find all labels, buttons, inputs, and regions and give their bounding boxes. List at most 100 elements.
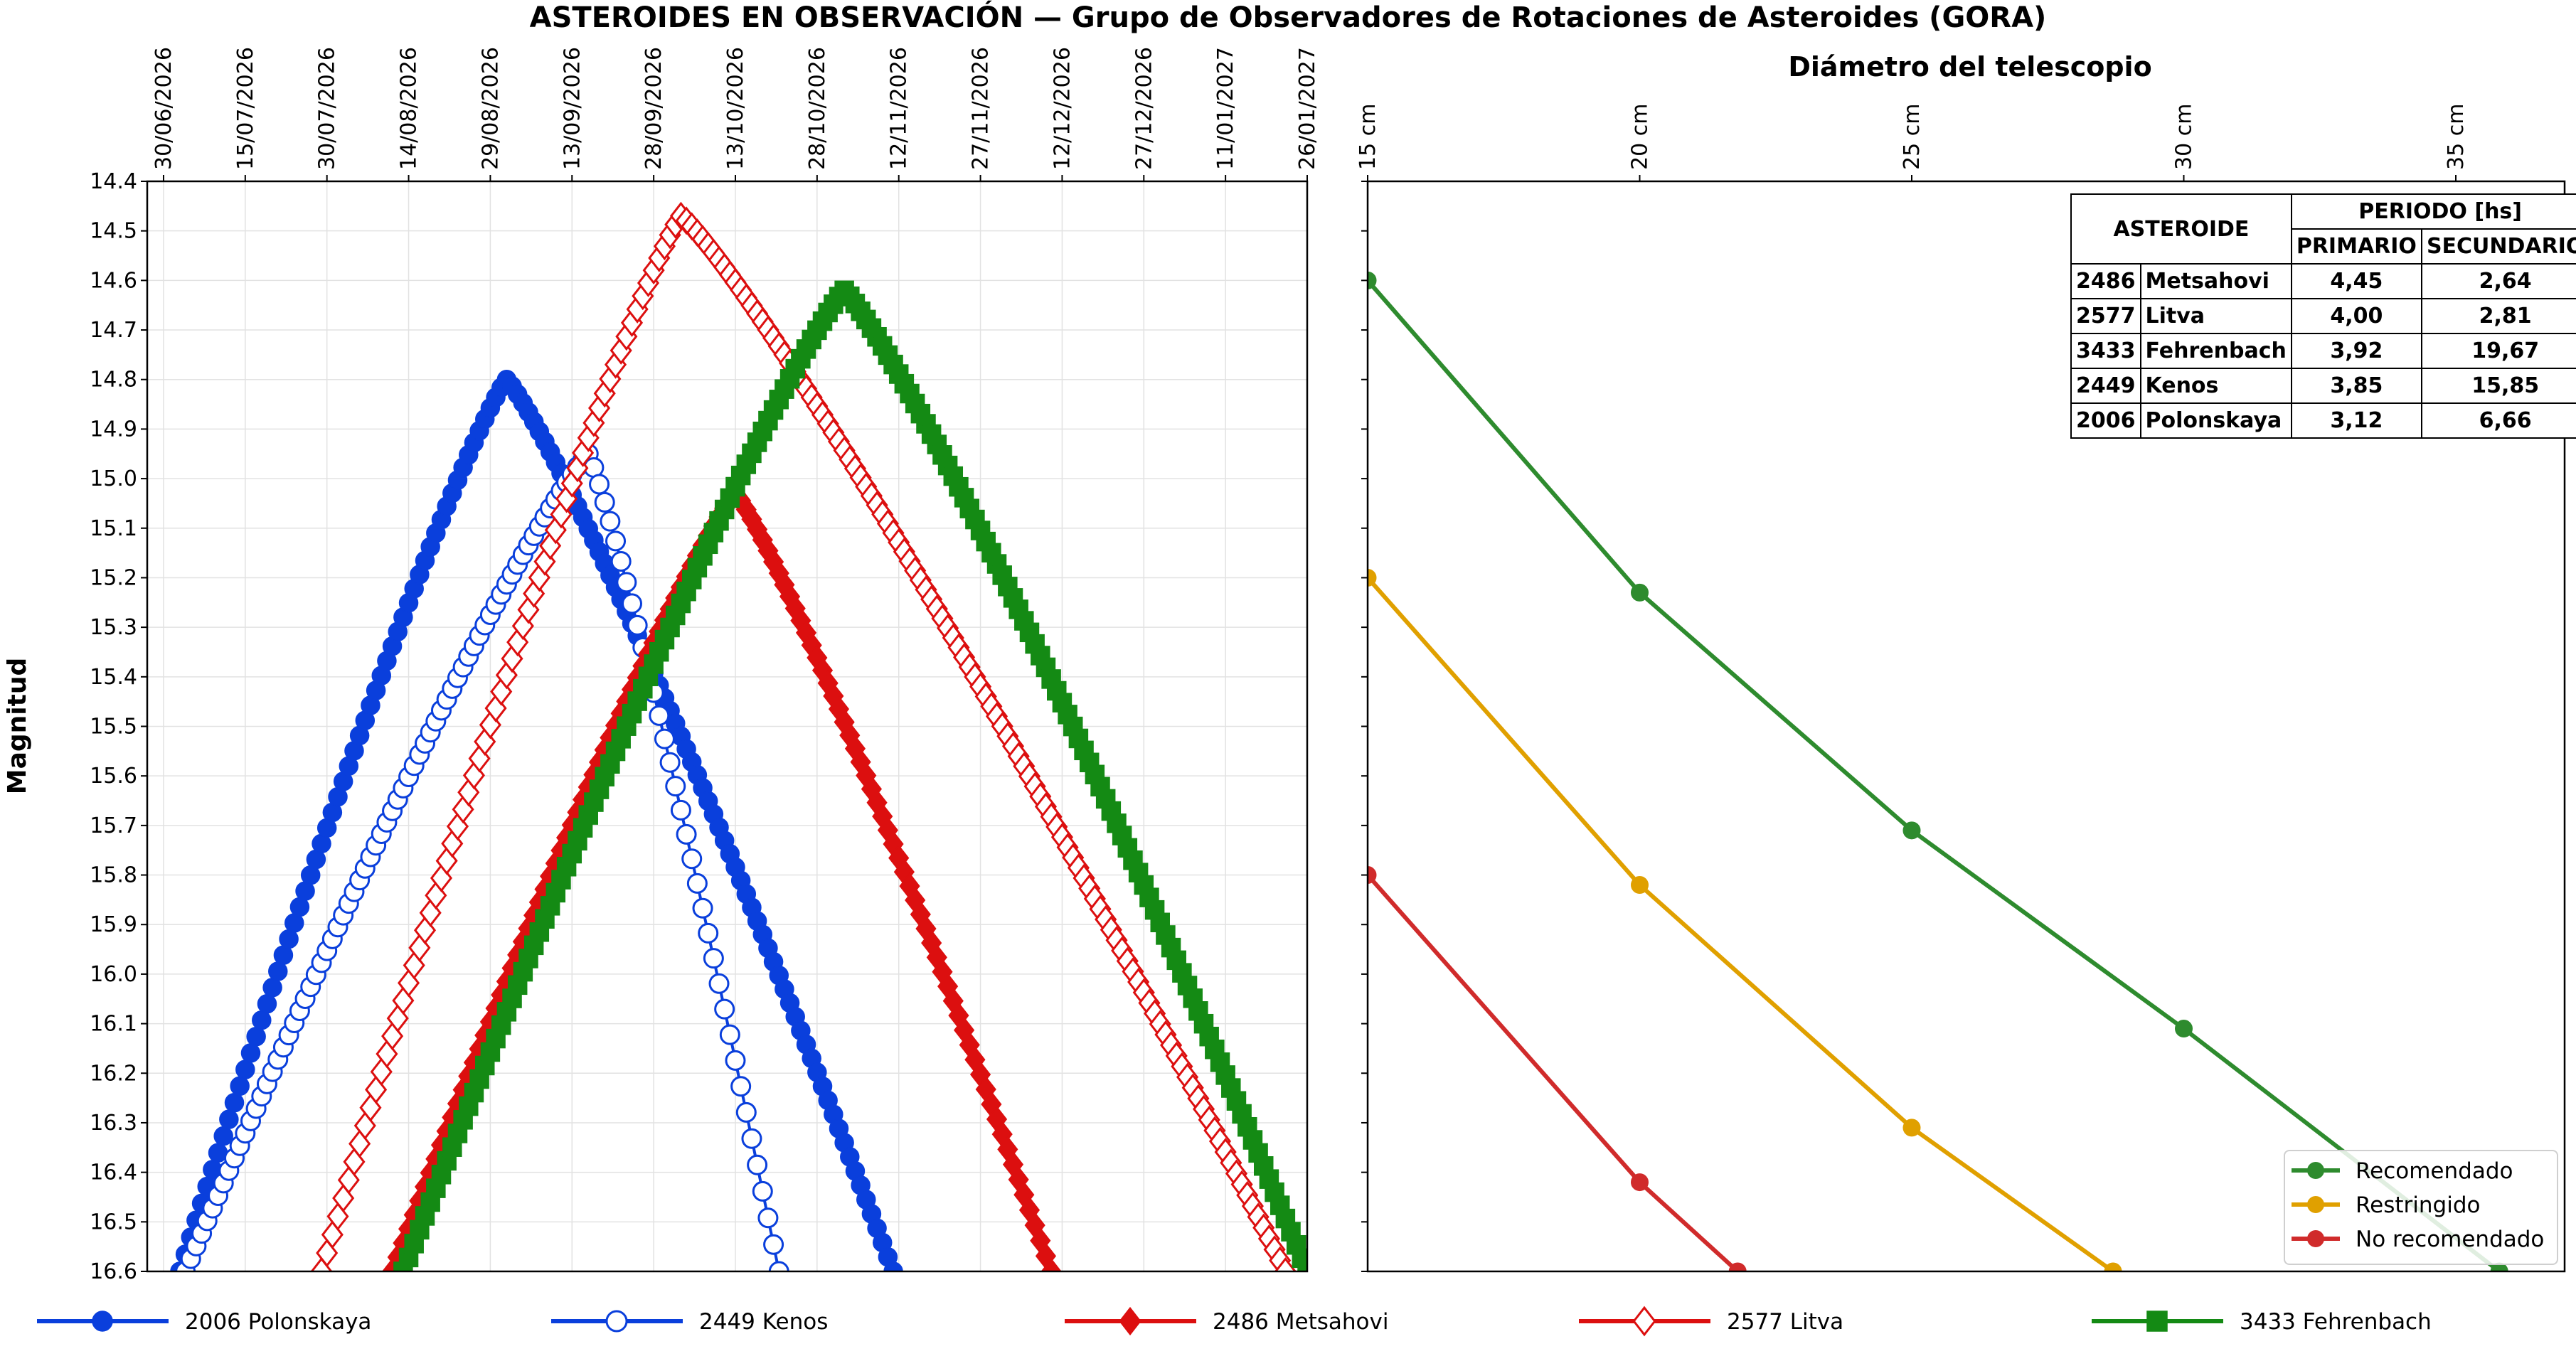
data-point (397, 968, 420, 998)
y-tick-label: 14.4 (90, 169, 137, 194)
left-series (170, 201, 1307, 1271)
x-tick-label: 11/01/2027 (1213, 47, 1238, 170)
data-point (408, 933, 431, 962)
y-tick-label: 16.5 (90, 1210, 137, 1234)
data-point (381, 1022, 404, 1051)
data-point (605, 530, 627, 552)
period-secondary: 2,81 (2420, 298, 2576, 334)
header-primary: PRIMARIO (2290, 228, 2422, 265)
asteroid-name: Polonskaya (2139, 402, 2292, 439)
legend-label: 3433 Fehrenbach (2240, 1309, 2432, 1335)
data-point (681, 848, 703, 870)
data-point (1631, 875, 1649, 894)
y-axis-label: Magnitud (3, 658, 32, 794)
table-row: 2449 Kenos 3,85 15,85 (2070, 368, 2576, 404)
data-point (763, 1234, 784, 1255)
asteroid-id: 2449 (2070, 368, 2141, 404)
x-tick-label: 25 cm (1900, 104, 1925, 170)
data-point (627, 614, 648, 636)
y-tick-label: 15.2 (90, 565, 137, 590)
series-line (1368, 576, 2114, 1271)
y-tick-label: 15.7 (90, 813, 137, 838)
series-restringido (1368, 568, 2122, 1271)
right-axes: 15 cm 20 cm 25 cm 30 cm 35 cm (1356, 104, 2469, 1272)
data-point (763, 400, 784, 420)
data-point (1368, 568, 1377, 587)
data-point (219, 1109, 239, 1129)
data-point (365, 1075, 388, 1104)
data-point (332, 1184, 355, 1213)
table-row: 2486 Metsahovi 4,45 2,64 (2070, 263, 2576, 299)
data-point (2104, 1262, 2122, 1271)
data-point (337, 1165, 360, 1195)
period-secondary: 6,66 (2420, 402, 2576, 439)
x-tick-label: 28/09/2026 (642, 47, 666, 170)
chart-title: ASTEROIDES EN OBSERVACIÓN — Grupo de Obs… (530, 0, 2047, 34)
right-legend: Recomendado Restringido No recomendado (2284, 1150, 2558, 1265)
y-tick-label: 15.3 (90, 615, 137, 640)
x-tick-label: 12/11/2026 (887, 47, 912, 170)
data-point (670, 799, 691, 821)
data-point (213, 1126, 233, 1146)
table-row: 2006 Polonskaya 3,12 6,66 (2070, 402, 2576, 439)
asteroid-id: 2486 (2070, 263, 2141, 299)
data-point (594, 491, 615, 513)
data-point (1274, 1257, 1297, 1271)
data-point (262, 978, 282, 998)
x-tick-label: 29/08/2026 (478, 47, 503, 170)
asteroid-name: Litva (2139, 298, 2292, 334)
series-no-recomendado (1368, 866, 1747, 1271)
data-point (1902, 821, 1921, 840)
period-primary: 4,00 (2290, 298, 2422, 334)
period-primary: 3,92 (2290, 333, 2422, 369)
right-series (1368, 271, 2508, 1271)
y-tick-label: 14.6 (90, 268, 137, 293)
y-tick-label: 14.7 (90, 318, 137, 343)
asteroid-id: 2006 (2070, 402, 2141, 439)
period-secondary: 2,64 (2420, 263, 2576, 299)
data-point (1368, 866, 1377, 885)
data-point (240, 1043, 261, 1063)
data-point (768, 1261, 789, 1271)
bottom-legend: 2006 Polonskaya 2449 Kenos 2486 Metsahovi 2… (37, 1306, 2432, 1337)
y-tick-label: 16.4 (90, 1160, 137, 1185)
y-tick-label: 15.1 (90, 516, 137, 541)
asteroid-name: Fehrenbach (2139, 333, 2292, 369)
data-point (441, 829, 464, 858)
period-primary: 3,12 (2290, 402, 2422, 439)
data-point (600, 511, 621, 532)
data-point (230, 1076, 250, 1096)
x-tick-label: 27/11/2026 (969, 47, 994, 170)
data-point (719, 1024, 740, 1045)
legend-label: 2006 Polonskaya (185, 1309, 371, 1335)
x-tick-label: 15 cm (1356, 104, 1380, 170)
x-tick-label: 30 cm (2172, 104, 2197, 170)
data-point (1631, 1173, 1649, 1192)
y-tick-label: 15.8 (90, 863, 137, 888)
series-2006-polonskaya (170, 369, 903, 1271)
legend-marker (605, 1310, 628, 1333)
legend-marker (92, 1311, 113, 1332)
data-point (616, 572, 637, 593)
y-tick-label: 15.4 (90, 665, 137, 690)
x-tick-label: 13/09/2026 (560, 47, 585, 170)
data-point (741, 1128, 762, 1149)
y-tick-label: 16.1 (90, 1012, 137, 1037)
period-secondary: 15,85 (2420, 368, 2576, 404)
x-tick-label: 12/12/2026 (1050, 47, 1075, 170)
y-tick-label: 14.8 (90, 368, 137, 393)
data-point (430, 863, 453, 892)
data-point (703, 948, 724, 969)
y-tick-label: 14.9 (90, 417, 137, 442)
legend-marker (1632, 1306, 1656, 1337)
y-tick-label: 15.6 (90, 764, 137, 789)
data-point (235, 1060, 255, 1079)
data-point (747, 1154, 768, 1175)
y-tick-label: 16.0 (90, 962, 137, 987)
legend-marker (1119, 1306, 1141, 1336)
x-tick-label: 30/07/2026 (315, 47, 340, 170)
data-point (1297, 1261, 1307, 1271)
data-point (752, 1180, 773, 1202)
data-point (730, 1076, 752, 1097)
